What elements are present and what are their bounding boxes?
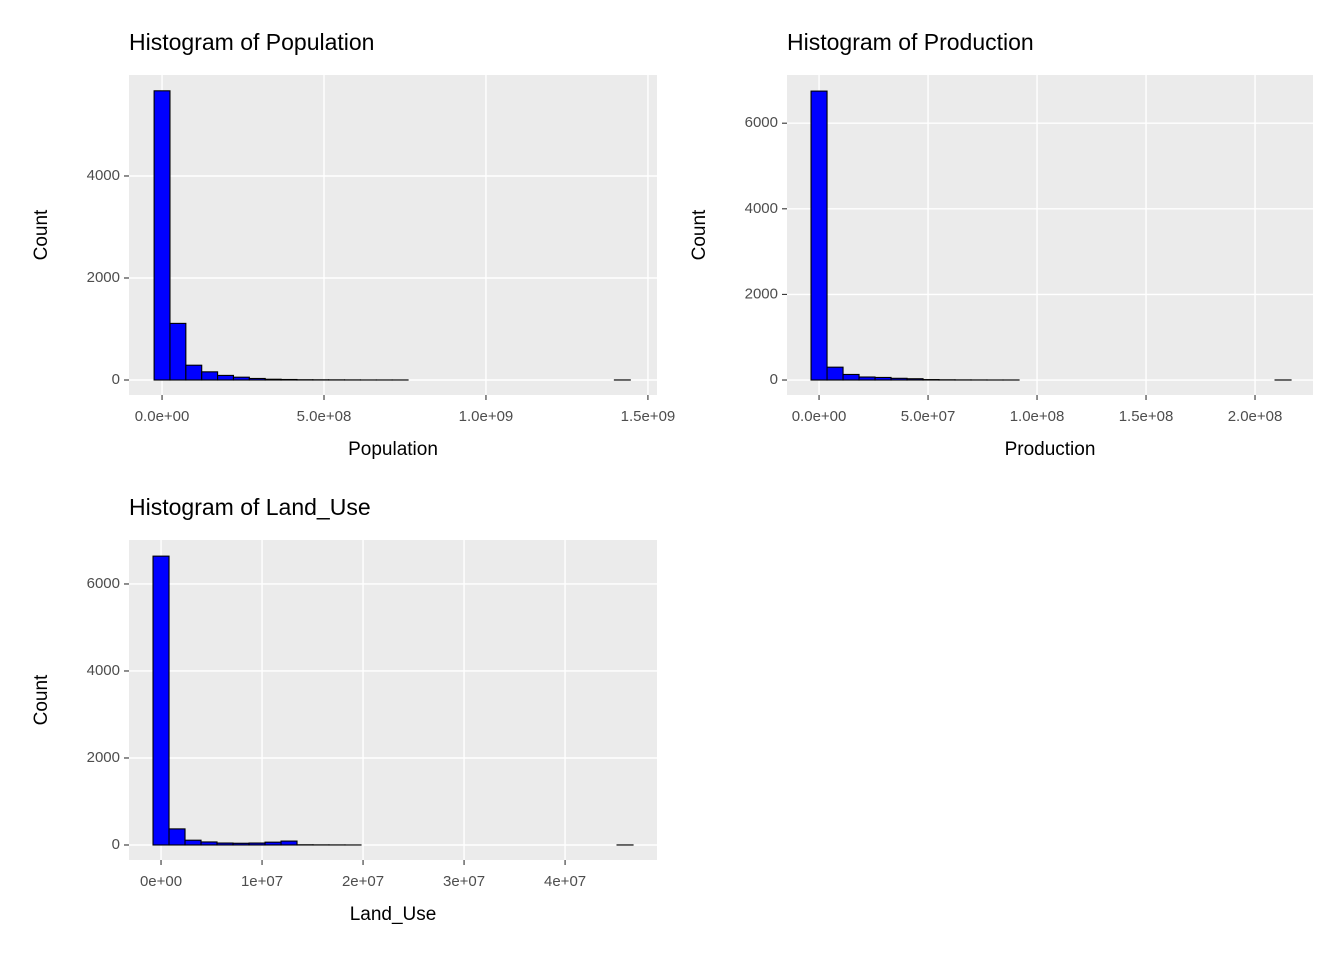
y-tick-label: 2000 [745, 285, 778, 302]
bar [906, 378, 924, 381]
x-tick-label: 3e+07 [443, 873, 485, 890]
bar [810, 90, 828, 381]
bar [184, 839, 202, 846]
bar [842, 373, 860, 381]
bar [168, 828, 186, 846]
y-tick-label: 4000 [87, 662, 120, 679]
y-tick-label: 0 [112, 371, 120, 388]
bar [280, 378, 298, 381]
y-axis-title: Count [689, 209, 710, 260]
bar [264, 378, 282, 381]
x-tick-label: 1.5e+08 [1119, 408, 1174, 425]
bar [201, 371, 219, 381]
bar [153, 90, 171, 381]
bar [152, 555, 170, 846]
panel-background [129, 540, 657, 860]
x-tick-label: 2e+07 [342, 873, 384, 890]
x-tick-label: 1.0e+08 [1010, 408, 1065, 425]
x-tick-label: 0.0e+00 [792, 408, 847, 425]
bar [232, 376, 250, 381]
bar [874, 376, 892, 381]
x-tick-label: 2.0e+08 [1228, 408, 1283, 425]
y-tick-label: 4000 [87, 167, 120, 184]
chart-title: Histogram of Land_Use [129, 494, 371, 520]
y-tick-label: 0 [112, 836, 120, 853]
bar [216, 842, 234, 846]
x-tick-label: 5.0e+07 [901, 408, 956, 425]
bar [264, 841, 282, 846]
panel-background [787, 75, 1313, 395]
y-tick-label: 6000 [745, 114, 778, 131]
y-tick-label: 4000 [745, 200, 778, 217]
bar [826, 366, 844, 381]
bar [217, 374, 235, 381]
bar [890, 377, 908, 381]
y-tick-label: 6000 [87, 575, 120, 592]
bar [858, 376, 876, 381]
x-axis-title: Population [348, 439, 438, 460]
x-tick-label: 5.0e+08 [297, 408, 352, 425]
bar [185, 364, 203, 381]
bar [280, 840, 298, 846]
x-tick-label: 0e+00 [140, 873, 182, 890]
y-tick-label: 2000 [87, 749, 120, 766]
x-axis-title: Land_Use [350, 904, 437, 925]
y-tick-label: 0 [770, 371, 778, 388]
bar [200, 841, 218, 846]
chart-title: Histogram of Production [787, 29, 1034, 55]
bar [248, 377, 266, 381]
chart-title: Histogram of Population [129, 29, 374, 55]
x-tick-label: 1.5e+09 [621, 408, 676, 425]
x-tick-label: 4e+07 [544, 873, 586, 890]
x-tick-label: 0.0e+00 [135, 408, 190, 425]
y-axis-title: Count [31, 674, 52, 725]
x-tick-label: 1.0e+09 [459, 408, 514, 425]
panel-background [129, 75, 657, 395]
x-tick-label: 1e+07 [241, 873, 283, 890]
y-tick-label: 2000 [87, 269, 120, 286]
bar [232, 842, 250, 846]
bar [248, 842, 266, 846]
x-axis-title: Production [1005, 439, 1096, 460]
bar [169, 322, 187, 381]
y-axis-title: Count [31, 209, 52, 260]
